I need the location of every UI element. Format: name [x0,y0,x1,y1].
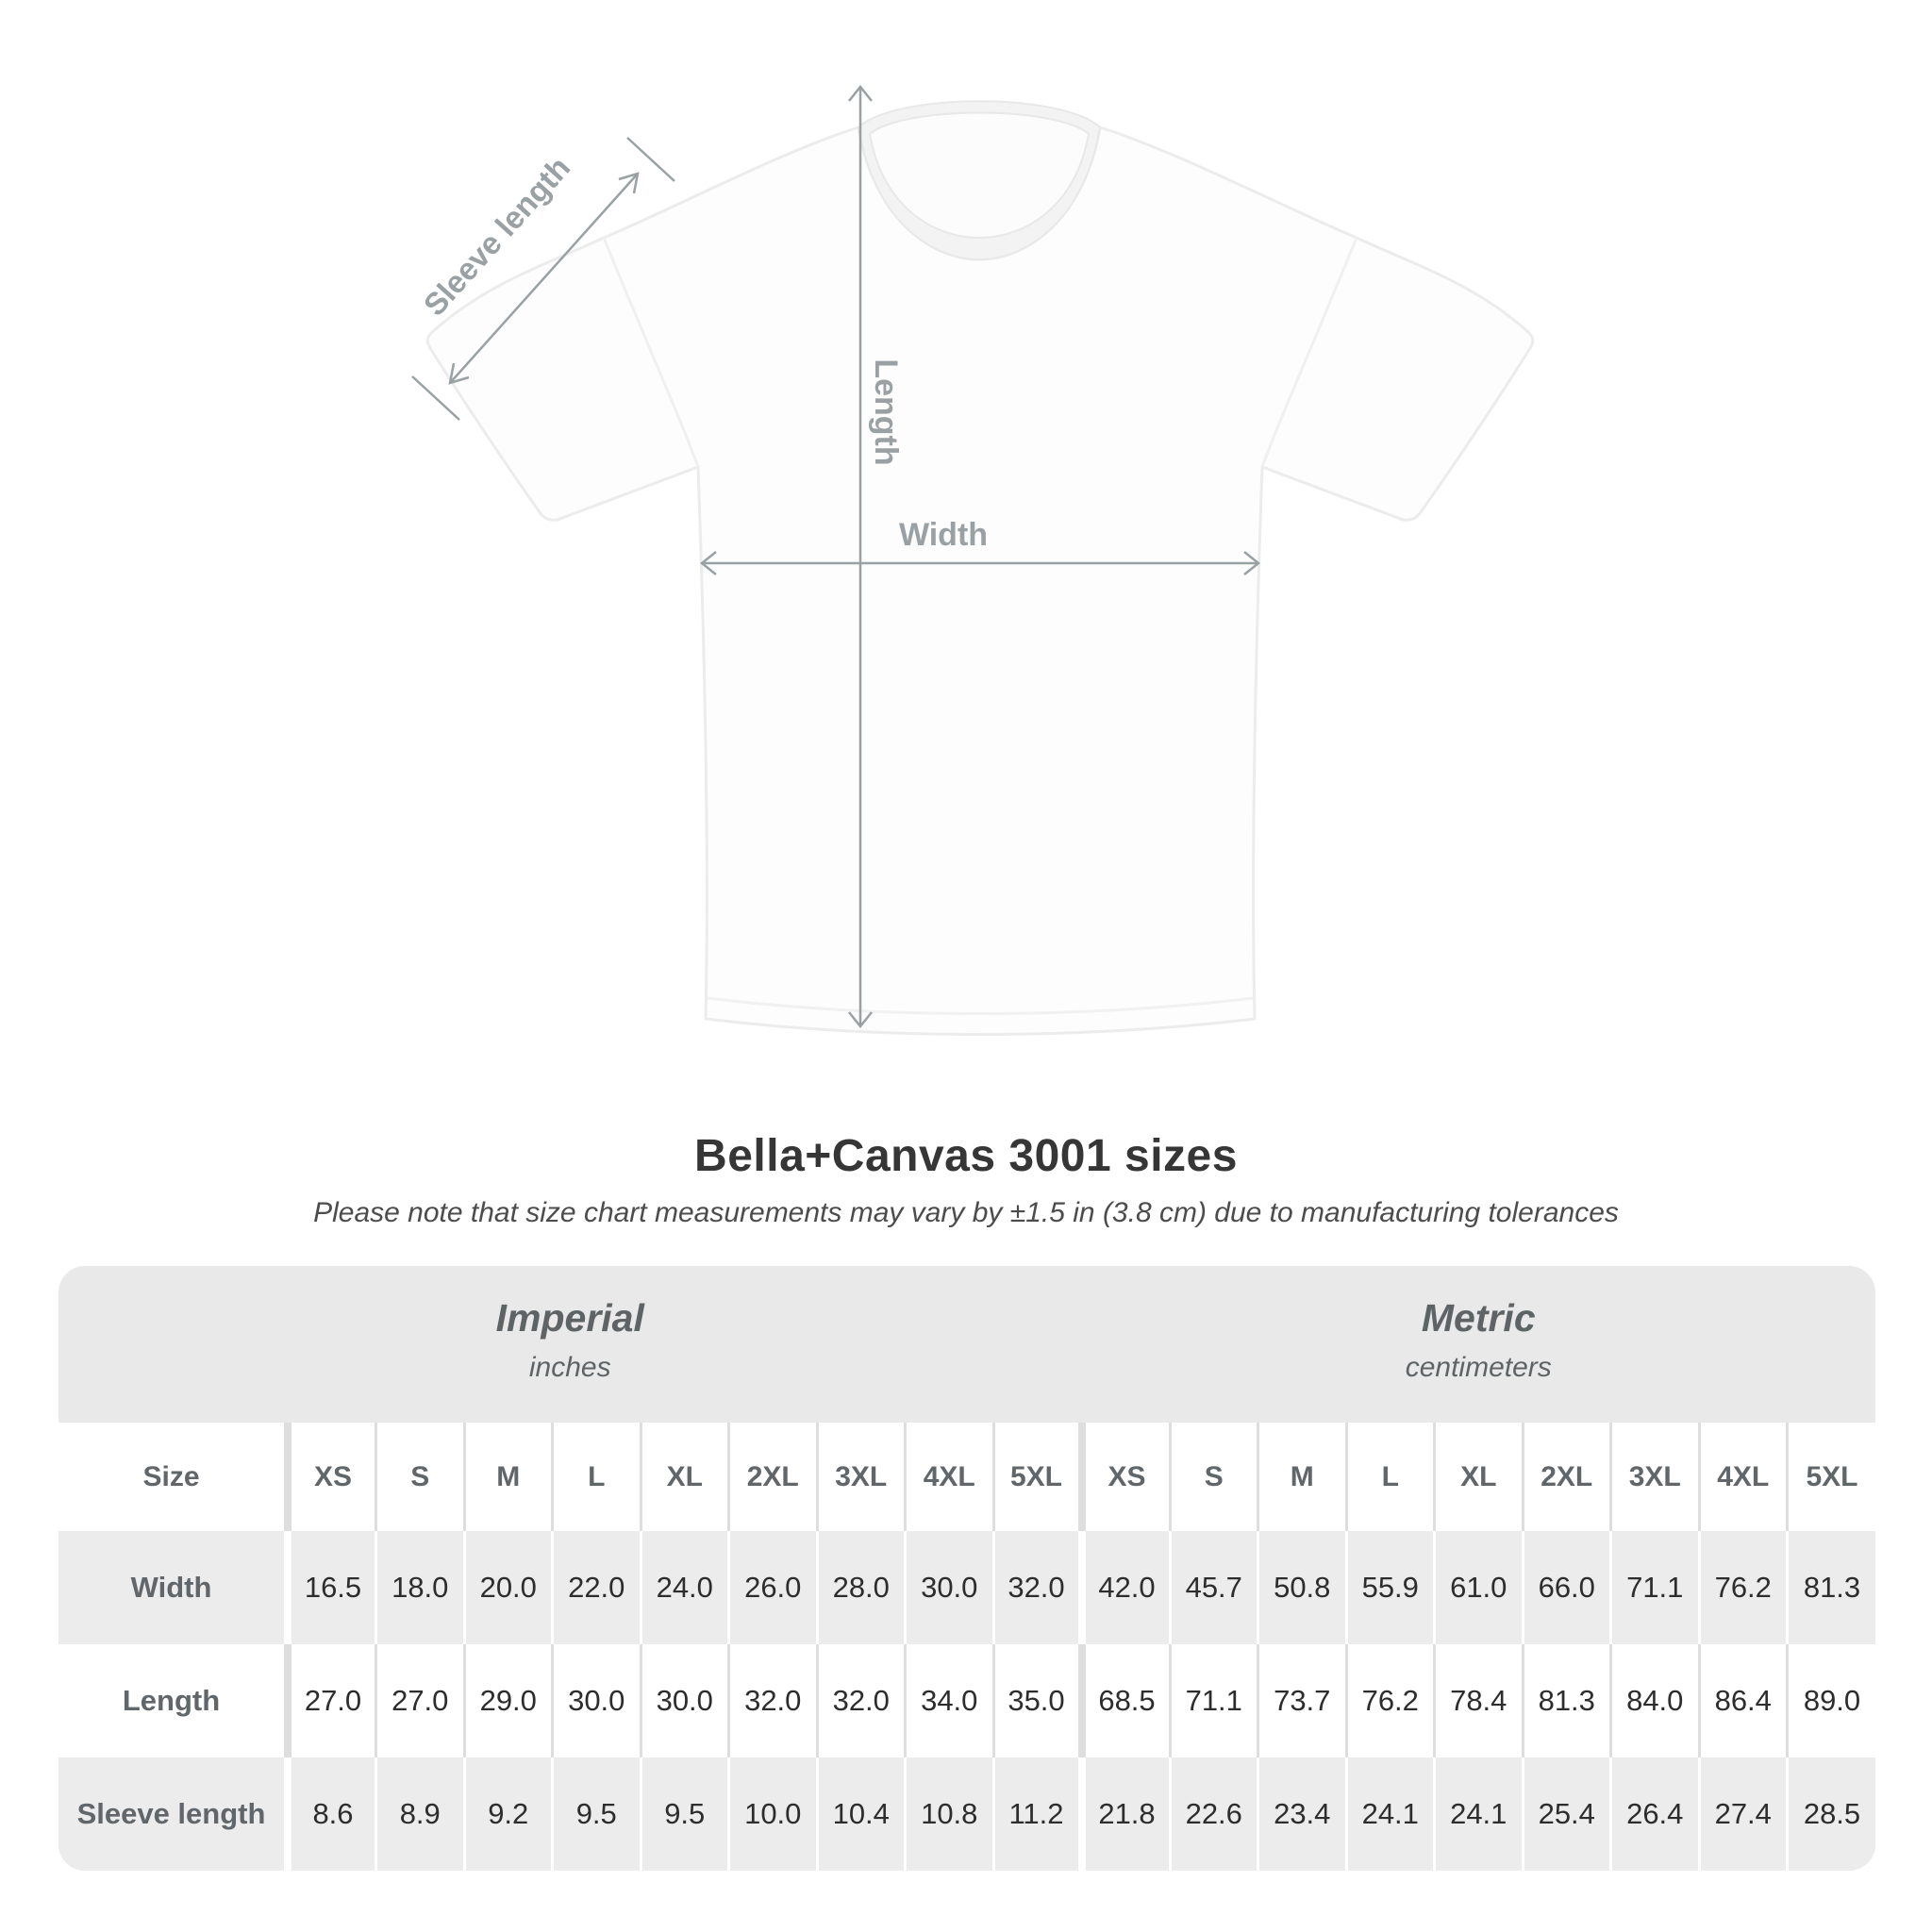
value-cell: 18.0 [375,1531,464,1644]
row-label: Length [122,1684,221,1717]
value-cell: 68.5 [1077,1644,1170,1757]
size-table-grid: Imperial inches Metric centimeters Size XS S M L… [58,1266,1875,1871]
tolerance-note: Please note that size chart measurements… [313,1197,1619,1228]
value-cell: 20.0 [462,1531,553,1644]
value-cell: 10.8 [904,1757,993,1871]
value-cell: 32.0 [727,1644,817,1757]
size-header-cell-imperial: XL [639,1423,729,1531]
value-cell: 21.8 [1077,1757,1170,1871]
value-cell: 45.7 [1168,1531,1258,1644]
value-cell: 81.3 [1521,1644,1611,1757]
size-header-cell-imperial: 2XL [727,1423,817,1531]
value-cell: 26.4 [1609,1757,1699,1871]
size-table: Imperial inches Metric centimeters Size XS S M L… [58,1266,1875,1871]
value-cell: 30.0 [904,1531,993,1644]
row-label: Sleeve length [76,1797,266,1830]
unit-subtitle: centimeters [1405,1351,1552,1383]
size-header-cell-imperial: XS [284,1423,376,1531]
value-cell: 27.4 [1697,1757,1788,1871]
value-cell: 42.0 [1077,1531,1170,1644]
value-cell: 8.9 [375,1757,464,1871]
value-cell: 84.0 [1609,1644,1699,1757]
value-cell: 89.0 [1786,1644,1875,1757]
value-cell: 24.1 [1433,1757,1523,1871]
length-arrow [848,84,873,1029]
sleeve-length-arrow [411,137,675,421]
value-cell: 71.1 [1609,1531,1699,1644]
value-cell: 55.9 [1344,1531,1435,1644]
value-cell: 30.0 [639,1644,729,1757]
table-row: Sleeve length 8.6 8.9 9.2 9.5 9.5 10.0 10.4 10.8… [58,1757,1875,1871]
value-cell: 9.5 [639,1757,729,1871]
value-cell: 50.8 [1257,1531,1346,1644]
value-cell: 11.2 [991,1757,1082,1871]
tshirt-graphic [425,100,1535,1036]
unit-name: Imperial [495,1295,644,1340]
size-header-cell-imperial: 3XL [815,1423,906,1531]
value-cell: 86.4 [1697,1644,1788,1757]
size-header-cell-imperial: 5XL [991,1423,1082,1531]
value-cell: 30.0 [551,1644,641,1757]
value-cell: 76.2 [1344,1644,1435,1757]
size-header-cell-metric: L [1344,1423,1435,1531]
value-cell: 9.2 [462,1757,553,1871]
value-cell: 28.0 [815,1531,906,1644]
value-cell: 32.0 [815,1644,906,1757]
value-cell: 10.4 [815,1757,906,1871]
width-label: Width [899,517,988,553]
value-cell: 23.4 [1257,1757,1346,1871]
unit-subtitle: inches [528,1351,611,1383]
size-column-header: Size [142,1460,200,1492]
size-header-cell-metric: 2XL [1521,1423,1611,1531]
size-header-cell-metric: XS [1077,1423,1170,1531]
value-cell: 32.0 [991,1531,1082,1644]
value-cell: 24.0 [639,1531,729,1644]
tshirt-measurement-diagram: Sleeve length Length Width [411,84,1535,1036]
value-cell: 26.0 [727,1531,817,1644]
size-header-cell-metric: S [1168,1423,1258,1531]
value-cell: 73.7 [1257,1644,1346,1757]
value-cell: 71.1 [1168,1644,1258,1757]
value-cell: 66.0 [1521,1531,1611,1644]
length-label: Length [868,358,904,465]
page-title: Bella+Canvas 3001 sizes [694,1131,1238,1181]
value-cell: 76.2 [1697,1531,1788,1644]
size-header-cell-metric: 5XL [1786,1423,1875,1531]
size-header-cell-imperial: 4XL [904,1423,993,1531]
size-header-cell-metric: 3XL [1609,1423,1699,1531]
size-header-cell-imperial: S [375,1423,464,1531]
unit-header-metric: Metric centimeters [1082,1266,1876,1423]
value-cell: 10.0 [727,1757,817,1871]
unit-header-imperial: Imperial inches [58,1266,1082,1423]
value-cell: 16.5 [284,1531,376,1644]
table-row: Width 16.5 18.0 20.0 22.0 24.0 26.0 28.0 30.0 32.… [58,1531,1875,1644]
value-cell: 22.0 [551,1531,641,1644]
value-cell: 78.4 [1433,1644,1523,1757]
value-cell: 8.6 [284,1757,376,1871]
value-cell: 27.0 [284,1644,376,1757]
size-header-cell-imperial: L [551,1423,641,1531]
size-header-cell-metric: 4XL [1697,1423,1788,1531]
value-cell: 9.5 [551,1757,641,1871]
value-cell: 28.5 [1786,1757,1875,1871]
size-header-row: Size XS S M L XL 2XL 3XL 4XL 5XL XS S M L XL 2XL 3XL 4XL 5… [58,1423,1875,1531]
value-cell: 81.3 [1786,1531,1875,1644]
value-cell: 22.6 [1168,1757,1258,1871]
value-cell: 24.1 [1344,1757,1435,1871]
size-header-cell-metric: M [1257,1423,1346,1531]
value-cell: 25.4 [1521,1757,1611,1871]
value-cell: 34.0 [904,1644,993,1757]
value-cell: 35.0 [991,1644,1082,1757]
width-arrow [699,551,1261,575]
unit-name: Metric [1421,1295,1536,1340]
row-label: Width [130,1571,212,1604]
value-cell: 29.0 [462,1644,553,1757]
size-header-cell-imperial: M [462,1423,553,1531]
caption-block: Bella+Canvas 3001 sizes Please note that… [0,1130,1932,1229]
value-cell: 61.0 [1433,1531,1523,1644]
size-header-cell-metric: XL [1433,1423,1523,1531]
table-row: Length 27.0 27.0 29.0 30.0 30.0 32.0 32.0 34.0 35… [58,1644,1875,1757]
value-cell: 27.0 [375,1644,464,1757]
unit-header-row: Imperial inches Metric centimeters [58,1266,1875,1423]
